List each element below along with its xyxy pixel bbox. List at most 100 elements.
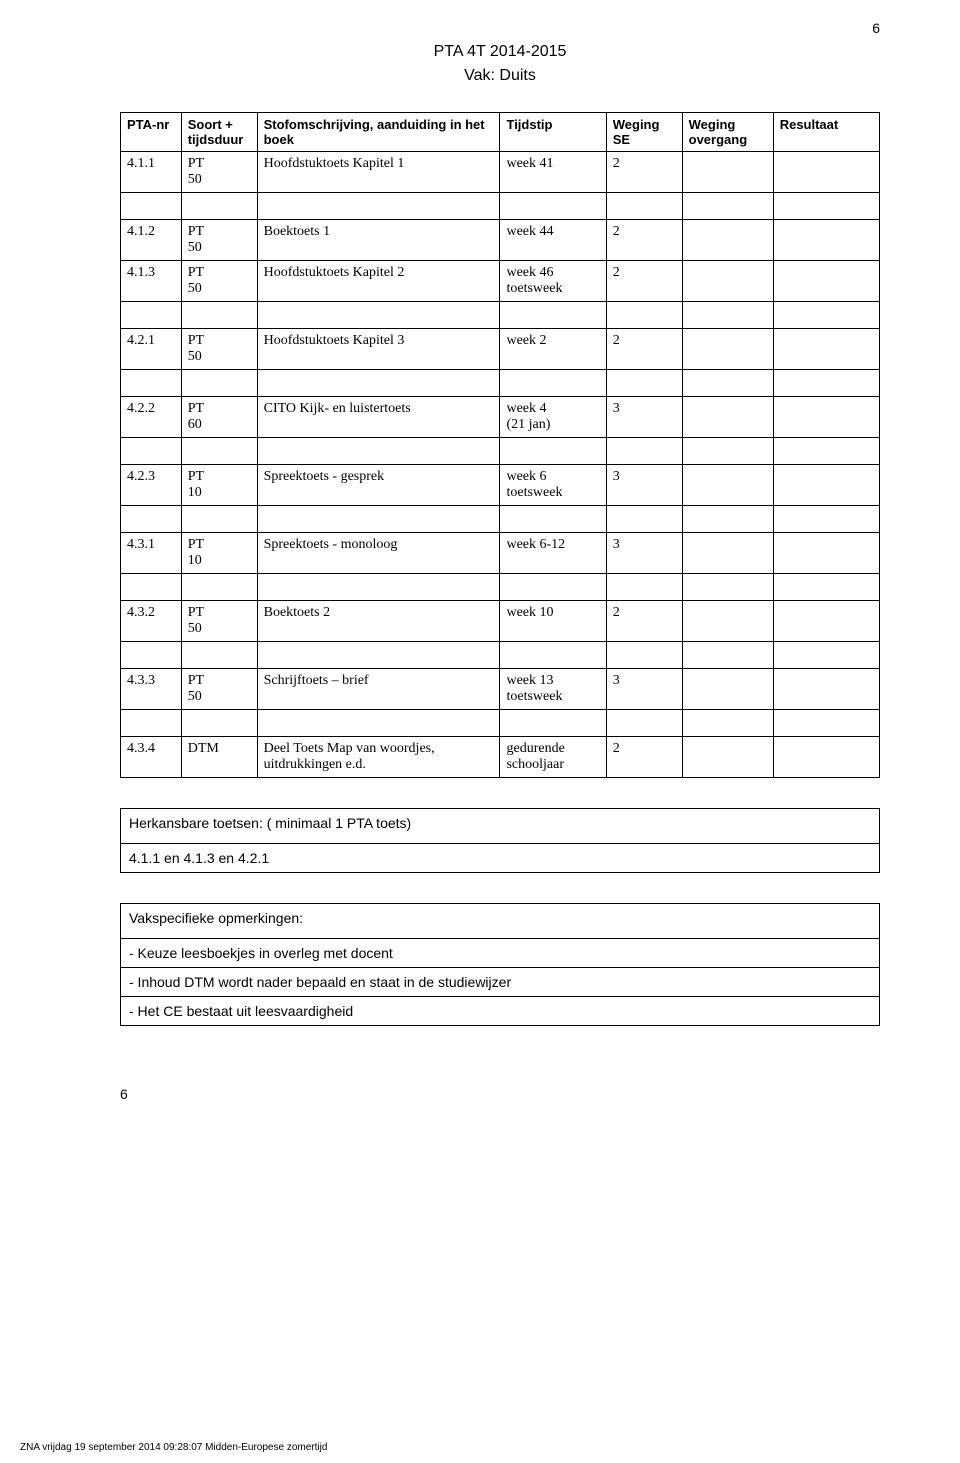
table-row (121, 642, 880, 669)
cell-tijdstip: week 46toetsweek (500, 261, 606, 302)
table-row (121, 574, 880, 601)
spacer-cell (606, 438, 682, 465)
spacer-cell (121, 193, 182, 220)
spacer-cell (257, 506, 500, 533)
spacer-cell (500, 370, 606, 397)
cell-weging-se: 2 (606, 261, 682, 302)
page-number-top: 6 (872, 20, 880, 36)
cell-tijdstip: week 13toetsweek (500, 669, 606, 710)
cell-soort: PT10 (181, 465, 257, 506)
cell-stof: Hoofdstuktoets Kapitel 1 (257, 152, 500, 193)
header-line1: PTA 4T 2014-2015 (120, 40, 880, 64)
cell-stof: Hoofdstuktoets Kapitel 2 (257, 261, 500, 302)
cell-tijdstip: week 44 (500, 220, 606, 261)
col-weging-se: Weging SE (606, 113, 682, 152)
spacer-cell (181, 574, 257, 601)
cell-pta: 4.1.3 (121, 261, 182, 302)
cell-soort: PT50 (181, 220, 257, 261)
cell-weging-overgang (682, 669, 773, 710)
spacer-cell (500, 710, 606, 737)
cell-stof: Schrijftoets – brief (257, 669, 500, 710)
spacer-cell (257, 710, 500, 737)
table-row: 4.1.1PT50Hoofdstuktoets Kapitel 1week 41… (121, 152, 880, 193)
spacer-cell (682, 438, 773, 465)
spacer-cell (682, 302, 773, 329)
table-row: 4.3.1PT10Spreektoets - monoloogweek 6-12… (121, 533, 880, 574)
cell-weging-se: 2 (606, 152, 682, 193)
spacer-cell (606, 506, 682, 533)
spacer-cell (773, 193, 879, 220)
spacer-cell (500, 574, 606, 601)
cell-stof: Boektoets 2 (257, 601, 500, 642)
spacer-cell (682, 506, 773, 533)
cell-resultaat (773, 397, 879, 438)
table-row: 4.2.1PT50Hoofdstuktoets Kapitel 3week 22 (121, 329, 880, 370)
cell-weging-se: 2 (606, 737, 682, 778)
cell-weging-overgang (682, 152, 773, 193)
spacer-cell (181, 710, 257, 737)
spacer-cell (773, 302, 879, 329)
vakspecifiek-item: - Het CE bestaat uit leesvaardigheid (121, 996, 879, 1025)
spacer-cell (181, 193, 257, 220)
cell-resultaat (773, 669, 879, 710)
table-row (121, 302, 880, 329)
cell-tijdstip: week 6toetsweek (500, 465, 606, 506)
cell-pta: 4.3.2 (121, 601, 182, 642)
spacer-cell (773, 710, 879, 737)
spacer-cell (500, 642, 606, 669)
cell-soort: PT50 (181, 329, 257, 370)
cell-weging-se: 2 (606, 220, 682, 261)
cell-weging-overgang (682, 220, 773, 261)
spacer-cell (257, 370, 500, 397)
document-header: PTA 4T 2014-2015 Vak: Duits (120, 40, 880, 88)
spacer-cell (121, 574, 182, 601)
cell-pta: 4.3.4 (121, 737, 182, 778)
cell-weging-se: 3 (606, 669, 682, 710)
cell-soort: DTM (181, 737, 257, 778)
col-weging-overgang: Weging overgang (682, 113, 773, 152)
col-soort: Soort + tijdsduur (181, 113, 257, 152)
table-row: 4.3.2PT50Boektoets 2week 102 (121, 601, 880, 642)
spacer-cell (121, 370, 182, 397)
spacer-cell (121, 438, 182, 465)
cell-pta: 4.3.1 (121, 533, 182, 574)
spacer-cell (257, 302, 500, 329)
table-body: 4.1.1PT50Hoofdstuktoets Kapitel 1week 41… (121, 152, 880, 778)
spacer-cell (121, 642, 182, 669)
spacer-cell (682, 710, 773, 737)
cell-stof: Hoofdstuktoets Kapitel 3 (257, 329, 500, 370)
cell-soort: PT50 (181, 261, 257, 302)
table-row (121, 438, 880, 465)
cell-resultaat (773, 329, 879, 370)
cell-stof: Spreektoets - monoloog (257, 533, 500, 574)
spacer-cell (181, 302, 257, 329)
cell-pta: 4.2.1 (121, 329, 182, 370)
col-pta: PTA-nr (121, 113, 182, 152)
table-row (121, 370, 880, 397)
col-resultaat: Resultaat (773, 113, 879, 152)
cell-pta: 4.2.3 (121, 465, 182, 506)
cell-weging-overgang (682, 465, 773, 506)
table-row: 4.3.3PT50Schrijftoets – briefweek 13toet… (121, 669, 880, 710)
cell-resultaat (773, 601, 879, 642)
table-row: 4.1.3PT50Hoofdstuktoets Kapitel 2week 46… (121, 261, 880, 302)
spacer-cell (773, 438, 879, 465)
vakspecifiek-item: - Keuze leesboekjes in overleg met docen… (121, 938, 879, 967)
cell-stof: Deel Toets Map van woordjes, uitdrukking… (257, 737, 500, 778)
cell-pta: 4.1.2 (121, 220, 182, 261)
cell-tijdstip: week 10 (500, 601, 606, 642)
spacer-cell (181, 438, 257, 465)
herkansbaar-value: 4.1.1 en 4.1.3 en 4.2.1 (121, 843, 879, 872)
cell-pta: 4.2.2 (121, 397, 182, 438)
spacer-cell (606, 642, 682, 669)
cell-weging-overgang (682, 397, 773, 438)
herkansbaar-box: Herkansbare toetsen: ( minimaal 1 PTA to… (120, 808, 880, 873)
spacer-cell (682, 642, 773, 669)
spacer-cell (121, 506, 182, 533)
cell-weging-se: 3 (606, 533, 682, 574)
table-row (121, 710, 880, 737)
cell-weging-se: 2 (606, 329, 682, 370)
col-tijdstip: Tijdstip (500, 113, 606, 152)
spacer-cell (257, 193, 500, 220)
cell-tijdstip: week 6-12 (500, 533, 606, 574)
